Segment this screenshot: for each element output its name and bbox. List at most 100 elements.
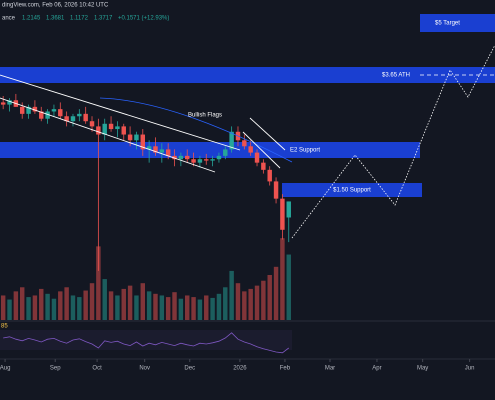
volume-bar — [26, 297, 31, 320]
volume-bar — [13, 291, 19, 320]
volume-bar — [45, 293, 50, 320]
candle-body — [83, 113, 88, 122]
volume-bar — [32, 295, 38, 320]
candle-body — [254, 152, 260, 163]
volume-bar — [127, 285, 133, 320]
annotation: $3.65 ATH — [382, 73, 410, 79]
projection-path — [291, 44, 495, 239]
candle-body — [178, 155, 184, 160]
candle-body — [102, 123, 107, 135]
legend-value: 1.3717 — [94, 16, 113, 22]
candle-body — [96, 126, 101, 135]
rsi-band — [0, 330, 292, 350]
volume-bar — [210, 297, 215, 320]
volume-bar — [39, 288, 44, 320]
legend-value: 1.1172 — [70, 16, 89, 22]
candle-body — [51, 109, 57, 112]
volume-bar — [165, 297, 171, 320]
volume-bar — [0, 295, 6, 320]
candle-body — [121, 126, 126, 135]
volume-bar — [184, 295, 190, 320]
volume-bar — [64, 287, 69, 320]
candle-body — [197, 159, 203, 163]
candle-body — [204, 159, 209, 161]
volume-bar — [159, 295, 165, 320]
e2-support-zone — [0, 142, 420, 158]
volume-bar — [58, 291, 63, 320]
volume-bar — [191, 297, 196, 320]
candle-body — [165, 149, 171, 156]
x-tick-label: Sep — [50, 366, 61, 372]
volume-bar — [83, 290, 88, 320]
x-tick-label: May — [417, 366, 428, 372]
volume-bar — [261, 280, 266, 320]
volume-bar — [146, 291, 152, 320]
candle-body — [273, 181, 279, 199]
candle-body — [286, 201, 291, 218]
candle-body — [64, 116, 69, 122]
volume-bar — [254, 285, 260, 320]
x-tick-label: Mar — [325, 366, 335, 372]
volume-bar — [19, 287, 25, 320]
candle-body — [140, 134, 146, 150]
candle-body — [191, 159, 196, 163]
moving-average — [99, 97, 293, 163]
volume-bar — [229, 270, 234, 320]
x-tick-label: Aug — [0, 366, 10, 372]
flag-upper — [249, 117, 286, 151]
volume-bar — [216, 293, 222, 320]
candle-body — [115, 126, 120, 130]
legend-value: +0.1571 (+12.93%) — [118, 16, 169, 22]
candle-body — [0, 102, 6, 105]
rsi-label: 85 — [1, 324, 8, 330]
candle-body — [146, 146, 152, 150]
volume-bar — [70, 295, 76, 320]
volume-bar — [178, 298, 184, 320]
volume-bar — [51, 298, 57, 320]
ath-zone — [0, 67, 495, 83]
volume-bar — [242, 291, 247, 320]
volume-bar — [235, 283, 241, 320]
volume-bar — [96, 246, 101, 320]
volume-bar — [280, 238, 285, 320]
x-tick-label: Nov — [139, 366, 150, 372]
source: dingView.com, Feb 06, 2026 10:42 UTC — [2, 3, 109, 9]
volume-bar — [197, 299, 203, 320]
annotation: $1.50 Support — [333, 188, 371, 194]
candle-body — [216, 155, 222, 160]
candle-body — [39, 111, 44, 119]
candle-body — [19, 106, 25, 114]
x-tick-label: Dec — [184, 366, 195, 372]
candle-body — [89, 121, 95, 127]
channel-upper — [0, 74, 241, 151]
candle-body — [248, 146, 253, 153]
candle-body — [280, 198, 285, 230]
candle-body — [159, 149, 165, 153]
candle-body — [58, 109, 63, 117]
volume-bar — [134, 295, 139, 320]
target-zone — [420, 14, 495, 32]
volume-bar — [248, 288, 253, 320]
candle-body — [267, 169, 272, 182]
volume-bar — [140, 283, 146, 320]
volume-bar — [273, 266, 279, 320]
candle-body — [242, 140, 247, 147]
candle-body — [26, 106, 31, 114]
legend-value: 1.3681 — [46, 16, 65, 22]
x-tick-label: Apr — [372, 366, 381, 372]
candles — [0, 93, 291, 320]
volume-bar — [172, 292, 177, 320]
x-tick-label: Jun — [465, 366, 475, 372]
candle-body — [229, 131, 234, 150]
candle-body — [223, 149, 228, 156]
volume-bar — [115, 295, 120, 320]
support-zone — [282, 183, 422, 197]
candle-body — [127, 134, 133, 141]
volume-bar — [121, 288, 126, 320]
volume-bar — [223, 287, 228, 320]
flag-lower — [242, 131, 281, 169]
x-tick-label: Oct — [92, 366, 102, 372]
candle-body — [108, 123, 114, 130]
